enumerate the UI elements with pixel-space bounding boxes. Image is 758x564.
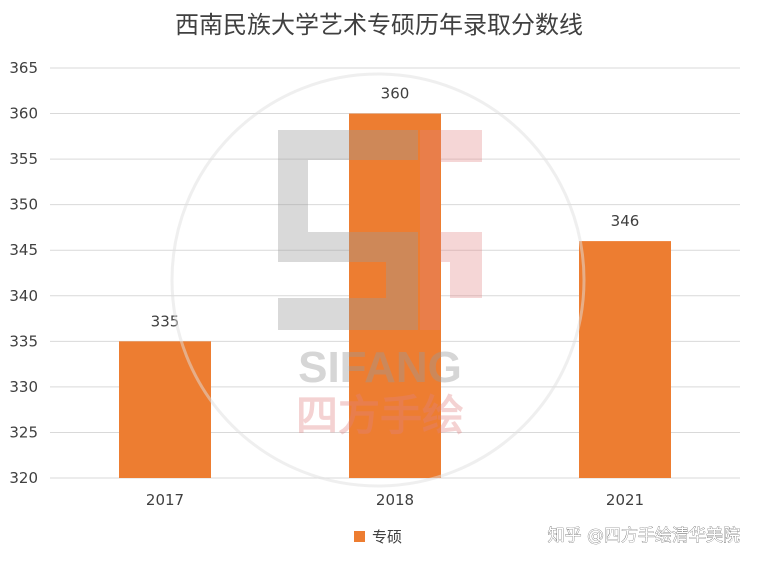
legend: 专硕 <box>354 528 402 546</box>
data-label-2018: 360 <box>381 85 410 103</box>
y-tick-label: 365 <box>9 59 38 77</box>
watermark-logo-subtitle: 四方手绘 <box>296 392 464 439</box>
data-label-2021: 346 <box>611 212 640 230</box>
legend-swatch <box>354 531 365 542</box>
x-tick-label: 2017 <box>146 491 184 509</box>
watermark-credit: 知乎 @四方手绘清华美院 <box>548 526 740 546</box>
legend-label: 专硕 <box>372 528 402 546</box>
chart-title: 西南民族大学艺术专硕历年录取分数线 <box>175 11 583 39</box>
bar-2018 <box>349 113 441 479</box>
data-label-2017: 335 <box>151 312 180 330</box>
watermark-glyph-gray <box>278 130 418 330</box>
x-axis: 2017 2018 2021 <box>146 491 644 509</box>
watermark-circle <box>170 72 586 488</box>
watermark-glyph-red <box>420 130 482 330</box>
y-axis: 320 325 330 335 340 345 350 355 360 365 <box>9 59 38 487</box>
y-tick-label: 355 <box>9 150 38 168</box>
y-tick-label: 330 <box>9 378 38 396</box>
y-tick-label: 325 <box>9 423 38 441</box>
bar-2021 <box>579 241 671 478</box>
watermark-logo-text: SIFANG <box>298 343 462 392</box>
y-tick-label: 360 <box>9 105 38 123</box>
bars <box>119 113 671 479</box>
x-tick-label: 2018 <box>376 491 414 509</box>
y-tick-label: 340 <box>9 287 38 305</box>
data-labels: 335 360 346 <box>151 85 640 331</box>
y-tick-label: 345 <box>9 241 38 259</box>
watermark-logo: SIFANG 四方手绘 <box>170 72 586 488</box>
y-tick-label: 350 <box>9 196 38 214</box>
x-tick-label: 2021 <box>606 491 644 509</box>
y-tick-label: 320 <box>9 469 38 487</box>
bar-2017 <box>119 341 211 478</box>
y-tick-label: 335 <box>9 332 38 350</box>
